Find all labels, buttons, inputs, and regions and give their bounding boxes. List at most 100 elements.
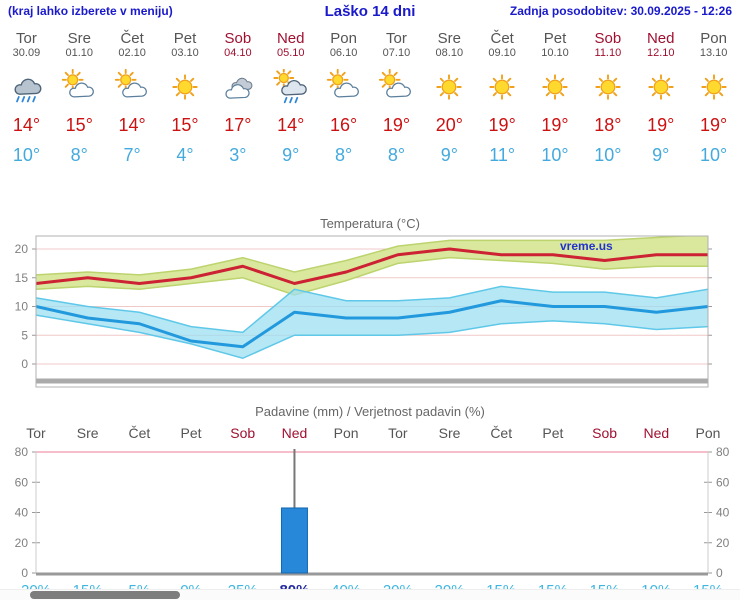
day-tmin: 4° xyxy=(176,145,194,165)
precip-bar xyxy=(280,507,308,574)
day-name: Sob xyxy=(224,30,252,47)
day-tmax: 16° xyxy=(329,115,358,135)
day-tmin: 3° xyxy=(229,145,247,165)
precip-day-label: Pet xyxy=(180,425,202,441)
day-tmin: 8° xyxy=(387,145,406,165)
forecast-day: Čet 02.10 14° 7° xyxy=(106,30,159,166)
day-name: Sre xyxy=(67,30,91,47)
sun-icon xyxy=(476,64,529,110)
precip-day-labels: Tor Sre Čet Pet Sob Ned Pon Tor Sre Čet Pet Sob Ned P… xyxy=(0,425,740,443)
day-name: Sre xyxy=(437,30,461,47)
day-tmin: 8° xyxy=(334,145,353,165)
precip-day-label: Sre xyxy=(76,425,99,441)
day-tmax: 14° xyxy=(277,115,305,135)
day-name: Tor xyxy=(16,30,37,47)
day-name: Pet xyxy=(543,30,567,47)
svg-text:20: 20 xyxy=(716,536,730,550)
horizontal-scrollbar[interactable] xyxy=(0,589,740,600)
forecast-day: Pet 10.10 19° 10° xyxy=(529,30,582,166)
precipitation-chart: 0 0 20 20 40 40 60 60 80 80 xyxy=(15,445,730,580)
day-name: Čet xyxy=(120,30,144,47)
day-date: 08.10 xyxy=(435,47,464,59)
menu-hint: (kraj lahko izberete v meniju) xyxy=(8,4,173,18)
day-tmax: 14° xyxy=(12,115,41,135)
day-name: Pon xyxy=(700,30,727,47)
scrollbar-thumb[interactable] xyxy=(30,591,180,599)
precip-day-label: Čet xyxy=(128,425,151,441)
forecast-day: Tor 07.10 19° 8° xyxy=(370,30,423,166)
day-tmin: 9° xyxy=(440,145,458,165)
sun-icon xyxy=(423,64,476,110)
forecast-day: Tor 30.09 14° 10° xyxy=(0,30,53,166)
day-date: 09.10 xyxy=(488,47,516,59)
header: (kraj lahko izberete v meniju) Laško 14 … xyxy=(0,0,740,24)
precip-day-label: Sob xyxy=(592,425,618,441)
forecast-day: Sre 01.10 15° 8° xyxy=(53,30,106,166)
svg-text:20: 20 xyxy=(15,242,29,256)
svg-text:20: 20 xyxy=(15,536,29,550)
day-tmin: 10° xyxy=(594,145,622,165)
forecast-day: Pon 06.10 16° 8° xyxy=(317,30,370,166)
precip-day-label: Pon xyxy=(333,425,359,441)
precip-day-label: Sob xyxy=(230,425,256,441)
forecast-day: Sob 04.10 17° 3° xyxy=(211,30,264,166)
day-date: 01.10 xyxy=(65,47,94,59)
sun-icon xyxy=(581,64,634,110)
forecast-day: Pon 13.10 19° 10° xyxy=(687,30,740,166)
day-date: 07.10 xyxy=(382,47,411,59)
forecast-days-row: Tor 30.09 14° 10° Sre 01.10 15° 8° Čet 02.10 14° 7°… xyxy=(0,30,740,166)
day-tmin: 9° xyxy=(652,145,670,165)
forecast-day: Ned 12.10 19° 9° xyxy=(634,30,687,166)
day-name: Tor xyxy=(386,30,407,47)
svg-text:40: 40 xyxy=(15,506,29,520)
day-name: Pon xyxy=(330,30,357,47)
svg-text:80: 80 xyxy=(716,445,730,459)
day-tmax: 15° xyxy=(171,115,199,135)
temperature-chart-title: Temperatura (°C) xyxy=(320,216,420,231)
temperature-chart: 0 5 10 15 20 vreme.us xyxy=(15,235,712,388)
precip-day-label: Tor xyxy=(388,425,408,441)
day-tmin: 10° xyxy=(541,145,569,165)
day-tmin: 10° xyxy=(12,145,41,165)
svg-text:0: 0 xyxy=(716,566,723,580)
last-update: Zadnja posodobitev: 30.09.2025 - 12:26 xyxy=(509,4,732,18)
svg-text:15: 15 xyxy=(15,271,29,285)
day-date: 11.10 xyxy=(594,47,622,59)
sun-icon xyxy=(159,64,212,110)
precip-day-label: Ned xyxy=(643,425,670,441)
svg-text:60: 60 xyxy=(716,475,730,489)
day-tmin: 9° xyxy=(282,145,300,165)
forecast-day: Čet 09.10 19° 11° xyxy=(476,30,529,166)
day-tmin: 10° xyxy=(699,145,728,165)
day-date: 03.10 xyxy=(171,47,199,59)
svg-text:40: 40 xyxy=(716,506,730,520)
forecast-day: Sob 11.10 18° 10° xyxy=(581,30,634,166)
day-name: Ned xyxy=(276,30,305,47)
partly-icon xyxy=(317,64,370,110)
forecast-day: Ned 05.10 14° 9° xyxy=(264,30,317,166)
rain-icon xyxy=(0,64,53,110)
day-tmin: 11° xyxy=(489,145,516,165)
svg-text:60: 60 xyxy=(15,475,29,489)
precip-day-label: Pon xyxy=(695,425,721,441)
showers-icon xyxy=(264,64,317,110)
day-tmin: 8° xyxy=(70,145,88,165)
day-tmax: 19° xyxy=(488,115,516,135)
partly-icon xyxy=(106,64,159,110)
day-tmax: 19° xyxy=(382,115,411,135)
day-date: 05.10 xyxy=(276,47,305,59)
partly-icon xyxy=(53,64,106,110)
day-name: Sob xyxy=(594,30,622,47)
precip-day-label: Tor xyxy=(26,425,46,441)
day-tmax: 20° xyxy=(435,115,463,135)
svg-text:5: 5 xyxy=(21,328,28,342)
svg-text:0: 0 xyxy=(21,357,28,371)
day-date: 02.10 xyxy=(118,47,146,59)
page-title: Laško 14 dni xyxy=(324,3,416,20)
day-date: 10.10 xyxy=(541,47,569,59)
day-tmax: 19° xyxy=(541,115,569,135)
sun-icon xyxy=(529,64,582,110)
day-name: Čet xyxy=(490,30,514,47)
precip-day-label: Ned xyxy=(281,425,308,441)
